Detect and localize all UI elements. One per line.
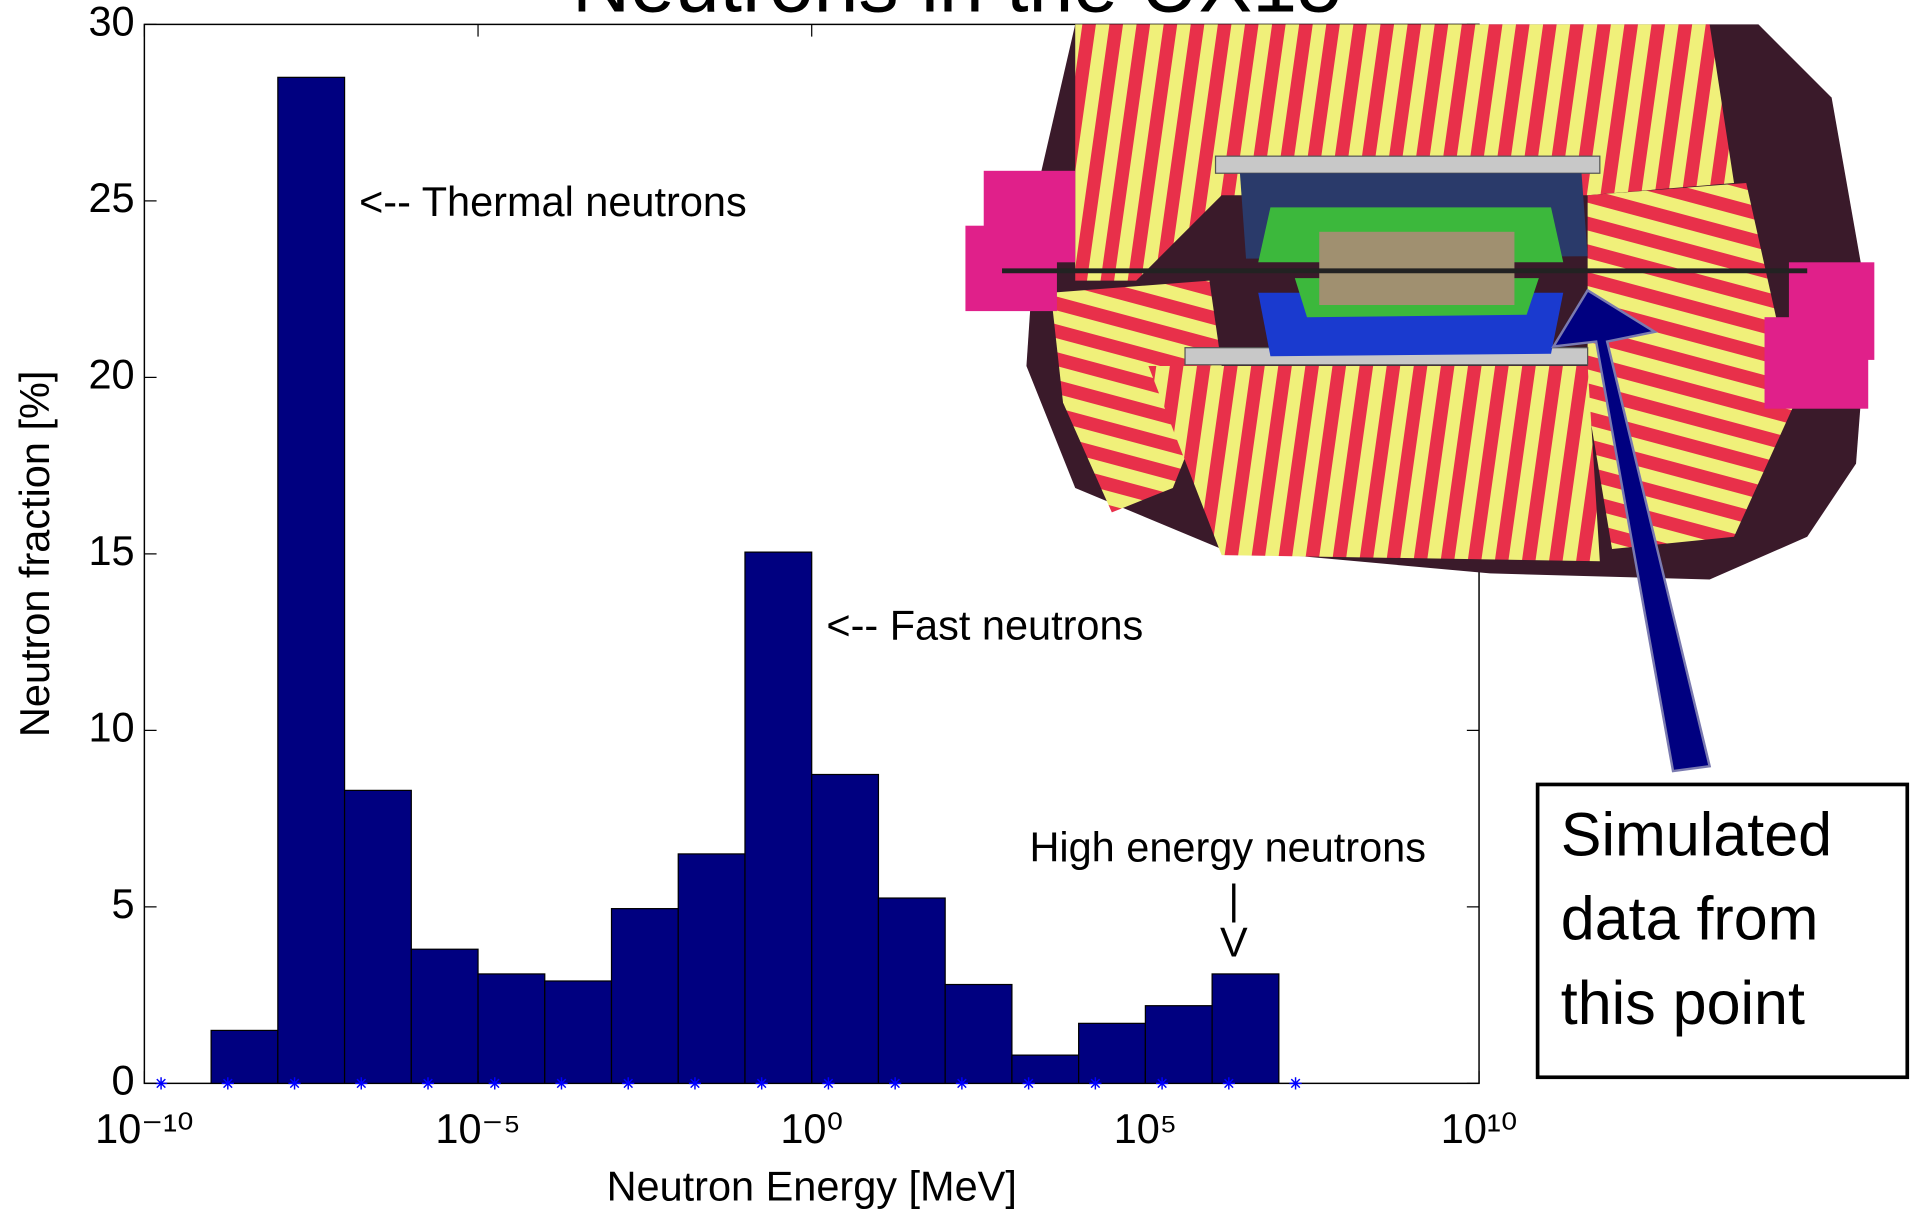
detector-image	[965, 24, 1874, 579]
y-tick-label: 5	[112, 880, 135, 927]
bar	[478, 974, 545, 1083]
marker	[1023, 1077, 1035, 1089]
y-tick-label: 10	[88, 703, 134, 750]
bar	[411, 949, 478, 1083]
bar	[878, 898, 945, 1083]
bar	[678, 854, 745, 1083]
marker	[689, 1077, 701, 1089]
marker	[622, 1077, 634, 1089]
bar	[545, 981, 612, 1083]
marker	[222, 1077, 234, 1089]
marker	[422, 1077, 434, 1089]
x-tick-label: 10⁰	[780, 1105, 843, 1152]
marker	[889, 1077, 901, 1089]
x-tick-label: 10⁻⁵	[435, 1105, 520, 1152]
callout-line: this point	[1561, 969, 1805, 1037]
bar	[345, 790, 412, 1083]
marker	[155, 1077, 167, 1089]
marker	[1089, 1077, 1101, 1089]
bar	[1212, 974, 1279, 1083]
y-tick-label: 20	[88, 350, 134, 397]
marker	[1156, 1077, 1168, 1089]
bar	[278, 77, 345, 1083]
marker	[288, 1077, 300, 1089]
bar	[1012, 1055, 1079, 1083]
x-axis-label: Neutron Energy [MeV]	[607, 1162, 1017, 1209]
marker	[756, 1077, 768, 1089]
bar	[612, 909, 679, 1084]
annotation: High energy neutrons	[1029, 823, 1426, 870]
y-axis-label: Neutron fraction [%]	[11, 371, 58, 737]
y-tick-label: 15	[88, 527, 134, 574]
marker	[1289, 1077, 1301, 1089]
bar	[1145, 1006, 1212, 1084]
callout-line: Simulated	[1561, 800, 1832, 868]
marker	[956, 1077, 968, 1089]
bar	[745, 552, 812, 1083]
marker	[355, 1077, 367, 1089]
slide: Neutrons in the UX15 05101520253010⁻¹⁰10…	[0, 0, 1915, 1220]
callout-line: data from	[1561, 885, 1819, 953]
marker	[822, 1077, 834, 1089]
bar	[1079, 1023, 1146, 1083]
y-tick-label: 30	[88, 0, 134, 44]
annotation: |	[1228, 876, 1239, 923]
y-tick-label: 0	[112, 1056, 135, 1103]
x-tick-label: 10⁵	[1114, 1105, 1177, 1152]
marker	[555, 1077, 567, 1089]
annotation: <-- Thermal neutrons	[359, 178, 747, 225]
annotation: <-- Fast neutrons	[826, 601, 1143, 648]
bar	[812, 774, 879, 1083]
page: {"chart_data": {"type": "histogram", "ti…	[0, 0, 1915, 1220]
annotation: V	[1220, 918, 1248, 965]
x-tick-label: 10¹⁰	[1441, 1105, 1518, 1152]
x-tick-label: 10⁻¹⁰	[95, 1105, 193, 1152]
bar	[945, 985, 1012, 1084]
y-tick-label: 25	[88, 174, 134, 221]
bar	[211, 1030, 278, 1083]
